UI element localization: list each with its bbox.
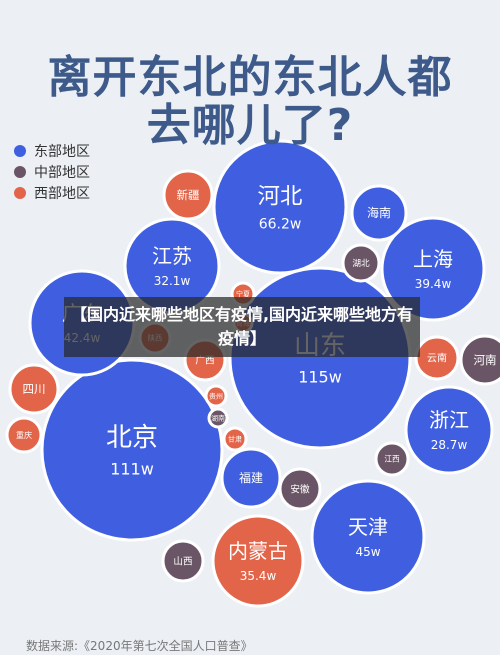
bubble-15-label: 安徽 [290,483,310,495]
legend-item-west: 西部地区 [14,182,90,203]
bubble-21: 江西 [374,441,410,477]
bubble-25-circle [207,407,229,429]
bubble-14-label: 湖北 [352,258,370,269]
chart-title-line2: 去哪儿了? [146,100,354,151]
legend-swatch-east [14,144,26,157]
bubble-0-value: 115w [298,368,342,387]
bubble-3: 天津 45w [310,479,426,595]
bubble-12-circle [162,169,214,221]
bubble-9: 海南 [350,184,408,242]
bubble-3-circle [310,479,426,595]
bubble-1-label: 北京 [106,423,158,453]
bubble-13-circle [8,363,60,415]
bubble-2-label: 河北 [258,184,303,210]
bubble-20-circle [5,416,43,454]
bubble-21-circle [374,441,410,477]
bubble-2: 河北 66.2w [212,139,348,275]
bubble-13-label: 四川 [22,382,45,396]
bubble-14-circle [341,243,381,283]
article-title-overlay: 【国内近来哪些地区有疫情,国内近来哪些地方有疫情】 [64,297,420,357]
legend-item-central: 中部地区 [14,161,90,182]
bubble-18-label: 广西 [195,354,214,366]
bubble-9-label: 海南 [367,205,391,220]
bubble-20: 重庆 [5,416,43,454]
bubble-16-label: 山西 [173,556,192,567]
bubble-15: 安徽 [278,467,322,511]
bubble-6-label: 内蒙古 [228,539,288,563]
legend-label-west: 西部地区 [34,185,90,202]
bubble-2-circle [212,139,348,275]
bubble-11-circle [459,334,500,386]
bubble-5: 上海 39.4w [380,216,486,322]
bubble-7-label: 江苏 [152,244,192,268]
bubble-7: 江苏 32.1w [123,217,221,315]
bubble-16-circle [161,539,205,583]
bubble-17-circle [414,335,460,381]
bubble-23-label: 甘肃 [228,434,242,443]
bubble-12-label: 新疆 [176,188,200,202]
bubble-2-value: 66.2w [259,216,302,232]
bubble-23: 甘肃 [222,426,248,452]
bubble-9-circle [350,184,408,242]
bubble-24-label: 贵州 [209,391,223,400]
bubble-16: 山西 [161,539,205,583]
bubble-3-label: 天津 [348,515,388,539]
bubble-23-circle [222,426,248,452]
bubble-13: 四川 [8,363,60,415]
bubble-1-circle [40,358,224,542]
bubble-10-label: 福建 [239,470,263,485]
legend-label-central: 中部地区 [34,164,90,181]
bubble-8-label: 浙江 [429,408,469,432]
bubble-11: 河南 [459,334,500,386]
bubble-22-label: 宁夏 [236,289,250,298]
legend-swatch-central [14,165,26,178]
legend-label-east: 东部地区 [34,143,90,160]
bubble-10-circle [220,447,282,509]
bubble-14: 湖北 [341,243,381,283]
bubble-12: 新疆 [162,169,214,221]
data-source-note: 数据来源:《2020年第七次全国人口普查》 [26,639,253,653]
chart-title-line1: 离开东北的东北人都 [47,52,453,103]
bubble-25-label: 湖南 [211,413,225,422]
bubble-24-circle [204,384,228,408]
bubble-25: 湖南 [207,407,229,429]
bubble-17-label: 云南 [427,352,447,365]
bubble-8-circle [404,385,494,475]
legend-swatch-west [14,186,26,199]
bubble-5-circle [380,216,486,322]
bubble-21-label: 江西 [384,455,400,464]
bubble-20-label: 重庆 [16,430,32,440]
bubble-0: 山东115w [228,266,412,450]
legend-item-east: 东部地区 [14,140,90,161]
bubble-8: 浙江 28.7w [404,385,494,475]
bubble-1-value: 111w [110,460,154,479]
legend: 东部地区 中部地区 西部地区 [14,140,90,203]
bubble-3-value: 45w [355,545,380,559]
bubble-24: 贵州 [204,384,228,408]
bubble-7-value: 32.1w [154,274,191,288]
bubble-6: 内蒙古 35.4w [211,514,305,608]
bubble-5-value: 39.4w [415,277,452,291]
bubble-11-label: 河南 [473,353,496,367]
bubble-8-value: 28.7w [431,438,468,452]
bubble-6-circle [211,514,305,608]
bubble-6-value: 35.4w [240,569,277,583]
bubble-10: 福建 [220,447,282,509]
bubble-1: 北京 111w [40,358,224,542]
bubble-15-circle [278,467,322,511]
bubble-17: 云南 [414,335,460,381]
bubble-5-label: 上海 [413,247,453,271]
